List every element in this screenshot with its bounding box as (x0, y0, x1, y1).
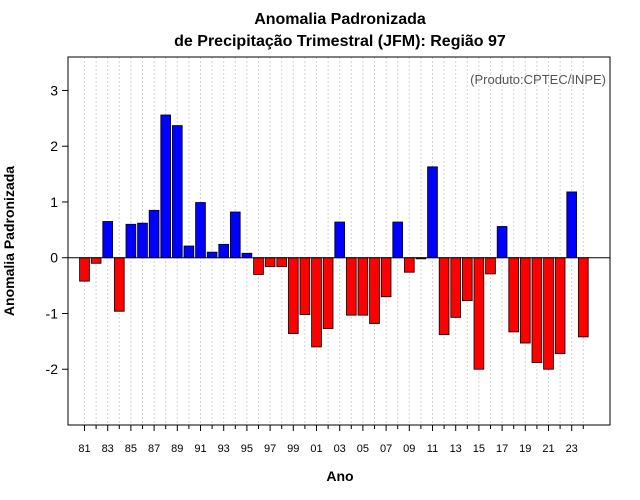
x-tick-label: 93 (218, 443, 230, 455)
chart-title-line1: Anomalia Padronizada (254, 11, 426, 28)
bar-19 (520, 257, 531, 344)
bar-03 (334, 221, 345, 259)
bar-17 (496, 226, 508, 259)
bar-04 (345, 257, 357, 316)
bar-15 (473, 257, 485, 370)
bar-20 (531, 257, 543, 363)
bar-24 (578, 257, 589, 338)
bar-86 (137, 222, 148, 259)
bar-87 (148, 209, 160, 259)
bar-08 (392, 221, 403, 259)
x-tick-label: 03 (334, 443, 346, 455)
bar-96 (253, 257, 264, 275)
bar-97 (264, 257, 276, 268)
bar-91 (195, 202, 206, 259)
y-axis-label: Anomalia Padronizada (1, 166, 17, 316)
x-tick-label: 15 (473, 443, 485, 455)
x-tick-label: 09 (403, 443, 415, 455)
bars-group (79, 114, 589, 370)
bar-11 (427, 166, 438, 259)
bar-84 (114, 257, 125, 312)
bar-92 (206, 251, 218, 259)
y-tick-label: -1 (46, 305, 59, 321)
bar-16 (485, 257, 496, 275)
bar-06 (369, 257, 380, 324)
x-tick-label: 81 (78, 443, 90, 455)
x-tick-label: 97 (264, 443, 276, 455)
x-tick-label: 95 (241, 443, 253, 455)
bar-93 (218, 243, 230, 259)
x-tick-label: 99 (287, 443, 299, 455)
bar-07 (380, 257, 392, 298)
y-tick-label: 1 (50, 194, 58, 210)
bar-22 (554, 257, 566, 355)
x-axis-label: Ano (326, 468, 353, 484)
bar-85 (125, 223, 137, 259)
bar-00 (299, 257, 311, 315)
x-tick-label: 19 (519, 443, 531, 455)
x-tick-label: 17 (496, 443, 508, 455)
y-tick-label: 0 (50, 250, 58, 266)
y-tick-label: 3 (50, 82, 58, 98)
bar-13 (450, 257, 461, 318)
bar-21 (543, 257, 554, 370)
chart-title-line2: de Precipitação Trimestral (JFM): Região… (174, 33, 506, 50)
plot-frame (67, 56, 611, 426)
bar-82 (90, 257, 102, 264)
x-tick-label: 91 (194, 443, 206, 455)
x-tick-label: 23 (566, 443, 578, 455)
bar-18 (508, 257, 519, 333)
bar-94 (229, 211, 241, 259)
bar-01 (311, 257, 322, 348)
bar-99 (287, 257, 299, 334)
x-tick-label: 01 (310, 443, 322, 455)
grid-lines (84, 57, 584, 425)
x-tick-label: 13 (450, 443, 462, 455)
bar-88 (160, 114, 172, 259)
bar-14 (461, 257, 473, 302)
bar-02 (322, 257, 334, 329)
x-tick-label: 05 (357, 443, 369, 455)
x-tick-label: 83 (102, 443, 114, 455)
bar-98 (276, 257, 287, 268)
y-tick-label: 2 (50, 138, 58, 154)
y-tick-label: -2 (46, 361, 59, 377)
bar-81 (79, 257, 90, 282)
x-tick-label: 89 (171, 443, 183, 455)
bar-90 (183, 245, 195, 259)
x-tick-label: 07 (380, 443, 392, 455)
y-axis: -2 -1 0 1 2 3 (46, 82, 68, 377)
bar-09 (403, 257, 415, 273)
x-axis: 81 83 85 87 89 91 93 95 97 99 01 03 05 07 09 11 13 15 17 19… (78, 425, 584, 455)
bar-89 (171, 125, 183, 259)
x-tick-label: 85 (125, 443, 137, 455)
x-tick-label: 21 (542, 443, 554, 455)
bar-95 (241, 252, 253, 259)
x-tick-label: 11 (427, 443, 438, 455)
x-tick-label: 87 (148, 443, 160, 455)
bar-12 (438, 257, 450, 336)
bar-83 (102, 221, 114, 259)
bar-23 (566, 191, 577, 259)
product-annotation: (Produto:CPTEC/INPE) (470, 72, 606, 87)
bar-05 (357, 257, 369, 316)
